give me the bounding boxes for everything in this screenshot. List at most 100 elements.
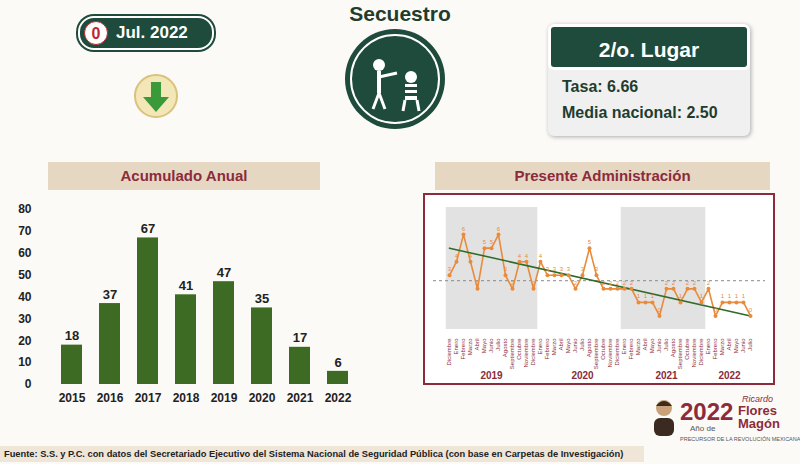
svg-text:2018: 2018 bbox=[173, 391, 200, 405]
svg-text:2: 2 bbox=[616, 280, 620, 286]
svg-text:3: 3 bbox=[546, 266, 550, 272]
svg-text:2: 2 bbox=[532, 280, 536, 286]
svg-text:1: 1 bbox=[742, 293, 746, 299]
svg-text:6: 6 bbox=[462, 226, 466, 232]
svg-text:2: 2 bbox=[672, 280, 676, 286]
svg-text:0: 0 bbox=[749, 307, 753, 313]
svg-text:Enero: Enero bbox=[453, 338, 459, 355]
svg-text:2022: 2022 bbox=[325, 391, 352, 405]
svg-text:0: 0 bbox=[25, 377, 32, 391]
svg-text:Abril: Abril bbox=[726, 339, 732, 351]
svg-text:2: 2 bbox=[707, 280, 711, 286]
svg-text:2020: 2020 bbox=[249, 391, 276, 405]
svg-text:3: 3 bbox=[448, 266, 452, 272]
svg-text:41: 41 bbox=[179, 278, 193, 293]
svg-text:1: 1 bbox=[721, 293, 725, 299]
svg-text:2022: 2022 bbox=[718, 370, 741, 381]
svg-text:Febrero: Febrero bbox=[712, 338, 718, 360]
svg-text:Febrero: Febrero bbox=[544, 338, 550, 360]
svg-text:2: 2 bbox=[693, 280, 697, 286]
svg-text:Junio: Junio bbox=[656, 338, 662, 353]
svg-text:6: 6 bbox=[334, 355, 341, 370]
svg-text:Septiembre: Septiembre bbox=[677, 338, 683, 369]
svg-text:0: 0 bbox=[714, 307, 718, 313]
svg-text:Septiembre: Septiembre bbox=[509, 338, 515, 369]
svg-text:37: 37 bbox=[103, 287, 117, 302]
svg-text:Octubre: Octubre bbox=[600, 338, 606, 360]
svg-text:Abril: Abril bbox=[642, 339, 648, 351]
svg-text:47: 47 bbox=[217, 265, 231, 280]
svg-text:40: 40 bbox=[18, 290, 32, 304]
svg-text:1: 1 bbox=[637, 293, 641, 299]
svg-text:Noviembre: Noviembre bbox=[607, 338, 613, 368]
svg-text:Octubre: Octubre bbox=[516, 338, 522, 360]
svg-text:2021: 2021 bbox=[287, 391, 314, 405]
svg-text:60: 60 bbox=[18, 246, 32, 260]
svg-text:Septiembre: Septiembre bbox=[593, 338, 599, 369]
svg-text:18: 18 bbox=[65, 328, 79, 343]
svg-text:2020: 2020 bbox=[571, 370, 594, 381]
svg-text:2016: 2016 bbox=[97, 391, 124, 405]
svg-text:2017: 2017 bbox=[135, 391, 162, 405]
svg-text:3: 3 bbox=[504, 266, 508, 272]
svg-text:Diciembre: Diciembre bbox=[530, 338, 536, 366]
svg-text:Julio: Julio bbox=[579, 338, 585, 351]
svg-text:0: 0 bbox=[658, 307, 662, 313]
svg-text:Marzo: Marzo bbox=[467, 338, 473, 355]
svg-text:4: 4 bbox=[525, 253, 529, 259]
svg-text:2019: 2019 bbox=[211, 391, 238, 405]
svg-text:Agosto: Agosto bbox=[670, 338, 676, 357]
svg-text:1: 1 bbox=[651, 293, 655, 299]
svg-text:1: 1 bbox=[735, 293, 739, 299]
svg-text:Abril: Abril bbox=[558, 339, 564, 351]
svg-text:Febrero: Febrero bbox=[460, 338, 466, 360]
svg-text:Junio: Junio bbox=[488, 338, 494, 353]
svg-text:30: 30 bbox=[18, 312, 32, 326]
svg-text:Julio: Julio bbox=[663, 338, 669, 351]
svg-text:20: 20 bbox=[18, 334, 32, 348]
svg-text:70: 70 bbox=[18, 224, 32, 238]
svg-text:2: 2 bbox=[476, 280, 480, 286]
svg-text:3: 3 bbox=[553, 266, 557, 272]
svg-text:Diciembre: Diciembre bbox=[446, 338, 452, 366]
svg-text:Enero: Enero bbox=[705, 338, 711, 355]
svg-text:3: 3 bbox=[560, 266, 564, 272]
svg-text:Agosto: Agosto bbox=[586, 338, 592, 357]
svg-text:2021: 2021 bbox=[655, 370, 678, 381]
svg-text:3: 3 bbox=[595, 266, 599, 272]
svg-text:2: 2 bbox=[574, 280, 578, 286]
svg-text:1: 1 bbox=[700, 293, 704, 299]
svg-text:Enero: Enero bbox=[621, 338, 627, 355]
svg-text:2019: 2019 bbox=[480, 370, 503, 381]
svg-text:1: 1 bbox=[644, 293, 648, 299]
svg-text:4: 4 bbox=[539, 253, 543, 259]
svg-text:17: 17 bbox=[293, 330, 307, 345]
svg-text:5: 5 bbox=[483, 239, 487, 245]
svg-text:1: 1 bbox=[679, 293, 683, 299]
svg-text:2: 2 bbox=[602, 280, 606, 286]
svg-text:Octubre: Octubre bbox=[684, 338, 690, 360]
svg-text:Mayo: Mayo bbox=[733, 338, 739, 353]
svg-text:4: 4 bbox=[469, 253, 473, 259]
svg-text:Agosto: Agosto bbox=[502, 338, 508, 357]
svg-text:5: 5 bbox=[588, 239, 592, 245]
svg-text:Marzo: Marzo bbox=[551, 338, 557, 355]
svg-text:2: 2 bbox=[686, 280, 690, 286]
svg-text:Julio: Julio bbox=[495, 338, 501, 351]
svg-text:Noviembre: Noviembre bbox=[523, 338, 529, 368]
svg-text:Noviembre: Noviembre bbox=[691, 338, 697, 368]
svg-text:2: 2 bbox=[630, 280, 634, 286]
svg-text:67: 67 bbox=[141, 221, 155, 236]
svg-text:5: 5 bbox=[490, 239, 494, 245]
svg-text:50: 50 bbox=[18, 268, 32, 282]
svg-text:2: 2 bbox=[511, 280, 515, 286]
svg-text:4: 4 bbox=[455, 253, 459, 259]
svg-text:Febrero: Febrero bbox=[628, 338, 634, 360]
svg-text:6: 6 bbox=[497, 226, 501, 232]
svg-text:2: 2 bbox=[609, 280, 613, 286]
svg-text:Marzo: Marzo bbox=[635, 338, 641, 355]
svg-text:Mayo: Mayo bbox=[565, 338, 571, 353]
svg-text:Junio: Junio bbox=[740, 338, 746, 353]
svg-text:4: 4 bbox=[518, 253, 522, 259]
svg-text:10: 10 bbox=[18, 355, 32, 369]
